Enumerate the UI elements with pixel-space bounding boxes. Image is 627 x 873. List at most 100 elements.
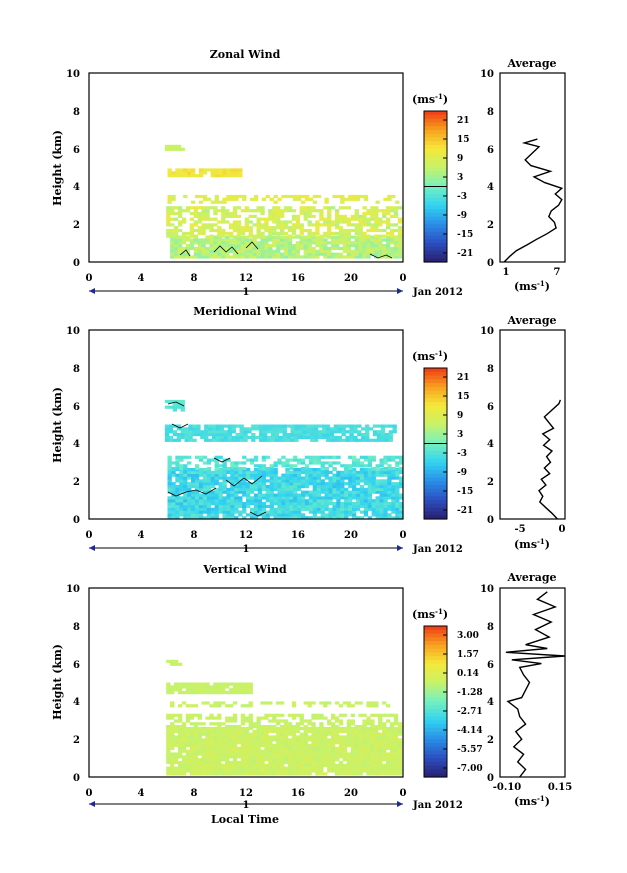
heatmap-cell [225,735,230,739]
heatmap-cell [256,255,261,259]
heatmap-cell [202,482,208,486]
heatmap-cell [304,499,310,503]
heatmap-cell [375,482,380,486]
heatmap-cell [341,430,346,434]
heatmap-cell [357,438,362,442]
heatmap-cell [280,769,285,773]
heatmap-cell [354,246,359,251]
heatmap-cell [213,746,218,750]
heatmap-cell [238,482,243,486]
cb-tick-label: 21 [457,116,470,126]
heatmap-cell [214,499,219,503]
heatmap-cell [312,476,317,480]
heatmap-cell [303,249,308,253]
heatmap-cell [397,725,403,729]
heatmap-cell [354,211,359,216]
heatmap-cell [225,729,230,733]
heatmap-cell [227,430,232,434]
heatmap-cell [230,490,235,494]
heatmap-cell [354,755,359,759]
heatmap-cell [252,749,257,753]
heatmap-cell [274,435,280,439]
heatmap-cell [180,405,185,409]
heatmap-cell [342,741,348,745]
heatmap-cell [280,758,285,762]
heatmap-cell [276,746,281,750]
heatmap-cell [238,476,243,480]
heatmap-cell [287,238,293,242]
heatmap-cell [195,473,200,477]
heatmap-cell [352,455,357,459]
heatmap-cell [226,496,231,500]
heatmap-cell [312,461,317,465]
heatmap-cell [221,749,226,753]
heatmap-cell [202,485,208,489]
heatmap-cell [187,490,192,494]
heatmap-cell [197,766,202,770]
heatmap-cell [170,691,175,695]
heatmap-cell [308,502,314,506]
heatmap-cell [195,502,200,506]
heatmap-cell [327,719,332,723]
heatmap-cell [363,510,369,514]
heatmap-cell [277,499,282,503]
heatmap-cell [232,743,238,748]
heatmap-cell [274,430,280,434]
heatmap-cell [386,743,391,748]
heatmap-cell [332,510,337,514]
heatmap-cell [181,732,187,736]
heatmap-cell [395,476,400,480]
heatmap-cell [225,255,230,259]
heatmap-cell [273,468,278,472]
heatmap-cell [316,487,321,491]
heatmap-cell [294,438,299,442]
heatmap-cell [257,490,263,494]
heatmap-cell [236,691,242,695]
heatmap-cell [268,738,273,742]
heatmap-cell [238,473,243,477]
heatmap-cell [226,168,231,172]
heatmap-cell [261,470,266,474]
heatmap-cell [297,470,302,474]
heatmap-cell [181,701,187,705]
heatmap-cell [382,238,387,242]
heatmap-cell [355,490,361,494]
heatmap-cell [276,234,281,238]
heatmap-cell [187,168,192,172]
heatmap-cell [261,502,266,506]
meridional-avg-ytick-0: 0 [487,515,494,526]
heatmap-cell [221,763,226,767]
heatmap-cell [327,252,332,256]
heatmap-cell [358,244,363,248]
heatmap-cell [209,241,214,245]
heatmap-cell [323,241,328,245]
heatmap-cell [178,244,183,248]
heatmap-cell [374,766,379,770]
heatmap-cell [387,455,392,459]
heatmap-cell [367,504,372,508]
heatmap-cell [201,209,206,213]
heatmap-cell [287,226,293,230]
heatmap-cell [181,246,187,251]
heatmap-cell [281,490,286,494]
heatmap-cell [331,760,336,765]
heatmap-cell [282,433,287,437]
heatmap-cell [248,220,253,224]
heatmap-cell [289,458,294,462]
heatmap-cell [354,760,359,765]
heatmap-cell [285,470,290,474]
heatmap-cell [243,433,248,437]
heatmap-cell [308,482,314,486]
heatmap-cell [291,758,297,762]
heatmap-cell [236,249,242,253]
heatmap-cell [209,743,214,748]
heatmap-cell [290,424,295,428]
heatmap-cell [277,487,282,491]
cb-segment [424,375,447,380]
heatmap-cell [352,473,357,477]
heatmap-cell [223,435,229,439]
heatmap-cell [344,464,349,468]
heatmap-cell [285,513,290,517]
heatmap-cell [378,738,383,742]
heatmap-cell [389,223,395,227]
